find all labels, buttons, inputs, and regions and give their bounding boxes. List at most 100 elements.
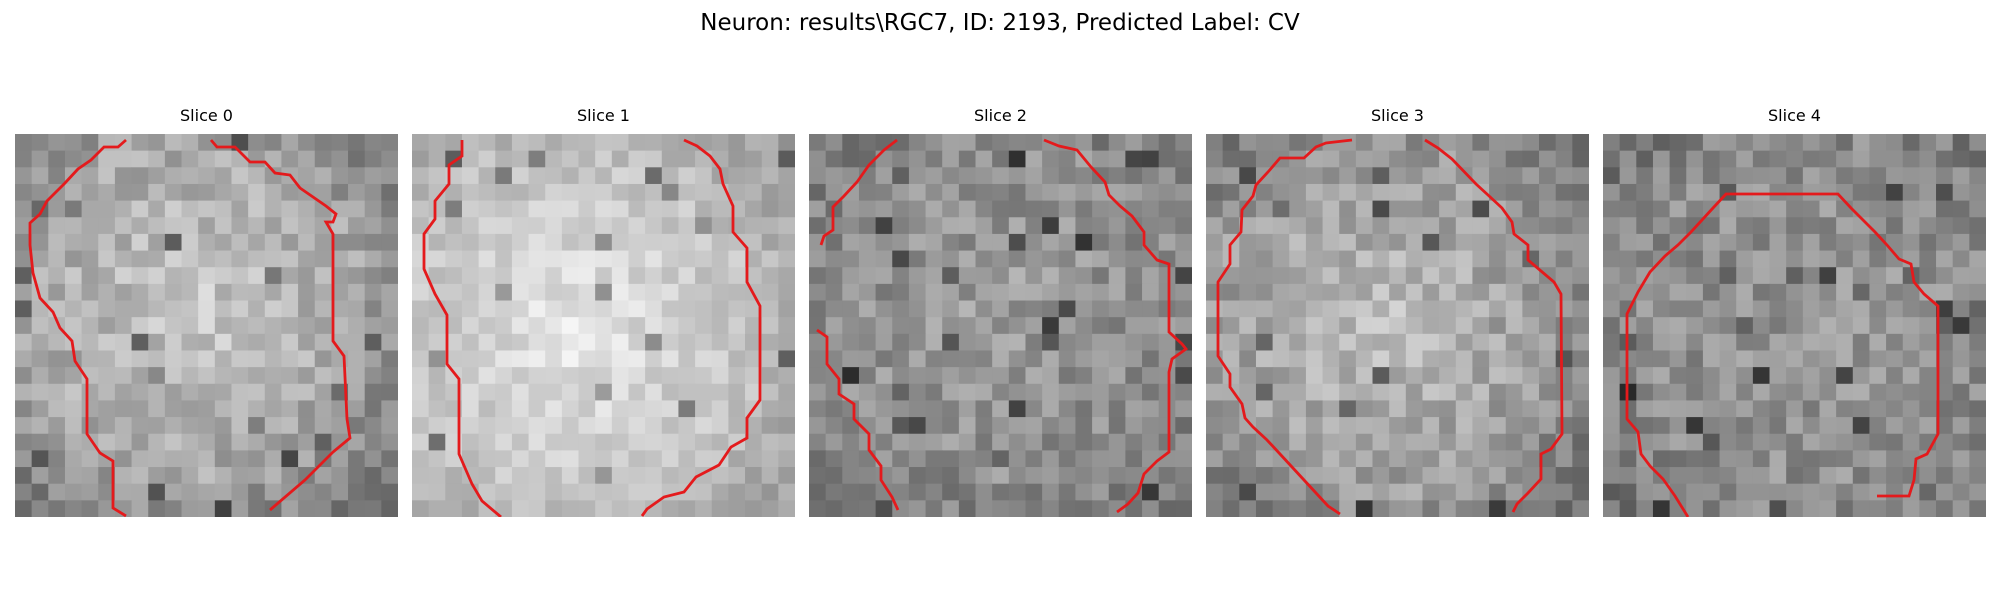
pixel-cell [1619, 467, 1637, 485]
pixel-cell [1555, 350, 1573, 368]
pixel-cell [1058, 350, 1077, 368]
pixel-cell [875, 400, 893, 418]
pixel-cell [198, 350, 216, 368]
pixel-cell [1389, 500, 1407, 517]
pixel-cell [1852, 350, 1871, 368]
pixel-cell [1272, 217, 1290, 235]
pixel-cell [164, 267, 183, 285]
pixel-cell [842, 150, 860, 168]
pixel-cell [561, 134, 580, 152]
pixel-cell [1008, 283, 1027, 302]
pixel-cell [528, 467, 546, 485]
pixel-cell [331, 167, 349, 185]
pixel-cell [778, 383, 795, 402]
pixel-cell [1786, 217, 1804, 235]
pixel-cell [1819, 183, 1837, 202]
pixel-cell [628, 134, 646, 152]
pixel-cell [1372, 483, 1390, 501]
pixel-cell [1372, 467, 1390, 485]
pixel-cell [1819, 333, 1837, 352]
pixel-cell [412, 217, 430, 235]
pixel-cell [1936, 250, 1954, 268]
pixel-cell [1489, 333, 1507, 352]
pixel-cell [445, 217, 463, 235]
pixel-cell [31, 250, 49, 268]
pixel-cell [908, 167, 927, 185]
pixel-cell [661, 283, 680, 302]
pixel-cell [1008, 167, 1027, 185]
pixel-cell [364, 183, 382, 202]
pixel-cell [728, 500, 746, 517]
pixel-cell [1969, 367, 1986, 385]
pixel-cell [1902, 167, 1920, 185]
pixel-cell [264, 350, 283, 368]
pixel-cell [1108, 400, 1126, 418]
pixel-cell [1836, 317, 1854, 335]
pixel-cell [1008, 150, 1027, 168]
pixel-cell [578, 167, 596, 185]
pixel-cell [1042, 250, 1060, 268]
pixel-cell [461, 167, 480, 185]
pixel-cell [578, 283, 596, 302]
pixel-cell [842, 383, 860, 402]
pixel-cell [1836, 217, 1854, 235]
pixel-cell [992, 134, 1010, 152]
pixel-cell [992, 333, 1010, 352]
pixel-cell [331, 217, 349, 235]
pixel-cell [1058, 283, 1077, 302]
slice-image-3 [1206, 134, 1589, 517]
pixel-cell [461, 267, 480, 285]
pixel-cell [545, 134, 563, 152]
pixel-cell [1702, 483, 1721, 501]
pixel-cell [875, 250, 893, 268]
pixel-cell [248, 300, 266, 318]
pixel-cell [1752, 200, 1771, 218]
pixel-cell [1952, 300, 1970, 318]
pixel-cell [1389, 317, 1407, 335]
pixel-cell [1222, 433, 1240, 451]
pixel-cell [1206, 200, 1224, 218]
pixel-cell [131, 150, 149, 168]
pixel-cell [1572, 500, 1589, 517]
pixel-cell [1852, 300, 1871, 318]
pixel-cell [1686, 134, 1704, 152]
pixel-cell [711, 150, 729, 168]
pixel-cell [1272, 433, 1290, 451]
pixel-cell [1969, 417, 1986, 435]
pixel-cell [1619, 250, 1637, 268]
pixel-cell [1539, 483, 1557, 501]
pixel-cell [1539, 433, 1557, 451]
pixel-cell [1008, 367, 1027, 385]
pixel-cell [695, 433, 713, 451]
pixel-cell [1108, 450, 1126, 468]
pixel-cell [164, 134, 183, 152]
pixel-cell [1305, 183, 1324, 202]
pixel-cell [1719, 250, 1737, 268]
pixel-cell [645, 383, 663, 402]
pixel-cell [1355, 417, 1374, 435]
pixel-cell [48, 333, 66, 352]
pixel-cell [1289, 400, 1307, 418]
pixel-cell [1603, 417, 1621, 435]
pixel-cell [364, 483, 382, 501]
pixel-cell [1305, 383, 1324, 402]
pixel-cell [745, 150, 763, 168]
pixel-cell [1239, 233, 1257, 252]
pixel-cell [1669, 267, 1687, 285]
pixel-cell [561, 217, 580, 235]
pixel-cell [1175, 217, 1192, 235]
pixel-cell [1389, 350, 1407, 368]
pixel-cell [461, 417, 480, 435]
pixel-cell [1108, 250, 1126, 268]
pixel-cell [1886, 167, 1904, 185]
pixel-cell [711, 317, 729, 335]
pixel-cell [1058, 467, 1077, 485]
pixel-cell [1455, 433, 1474, 451]
pixel-cell [81, 233, 99, 252]
pixel-cell [778, 467, 795, 485]
pixel-cell [661, 134, 680, 152]
pixel-cell [281, 467, 299, 485]
pixel-cell [925, 283, 943, 302]
pixel-cell [1289, 200, 1307, 218]
pixel-cell [164, 217, 183, 235]
